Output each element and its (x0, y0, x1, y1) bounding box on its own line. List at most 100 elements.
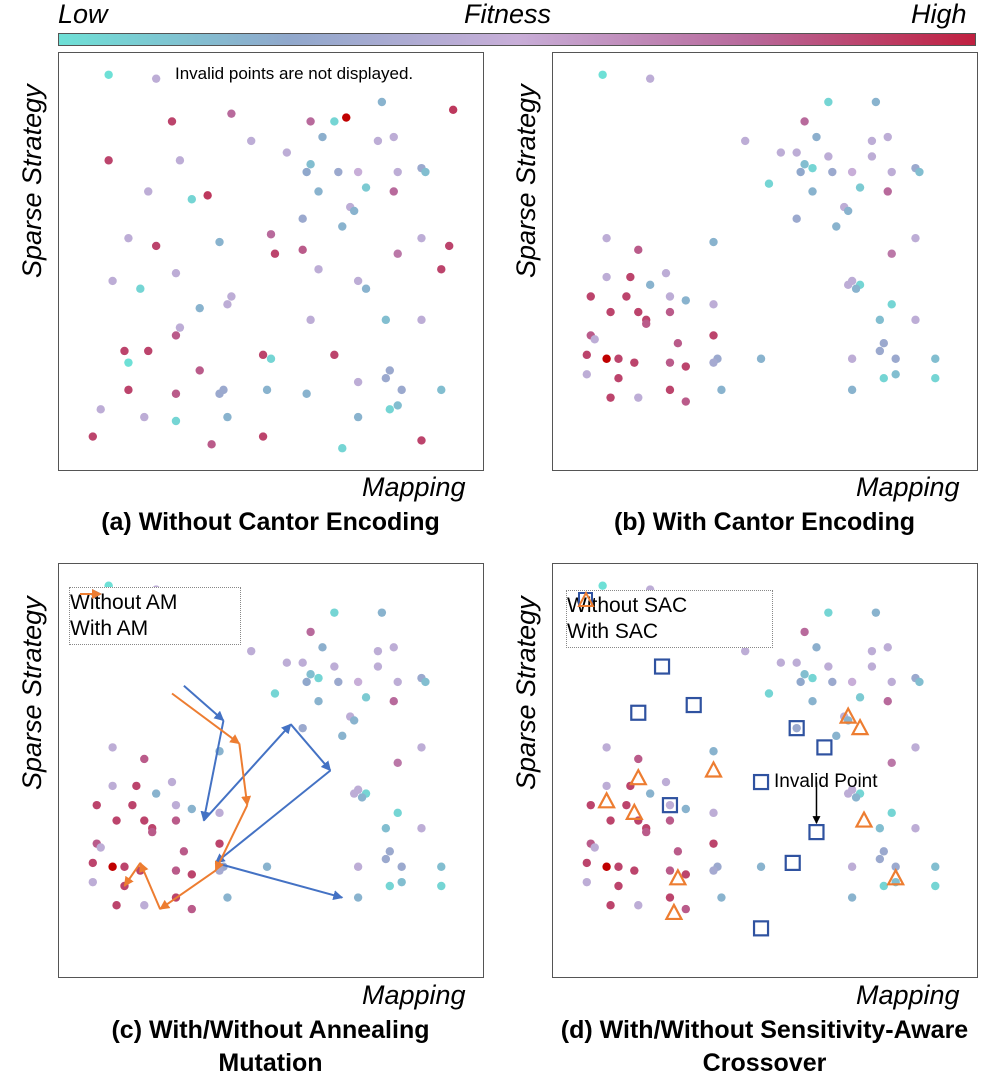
scatter-point (891, 370, 900, 379)
scatter-point (598, 581, 607, 590)
scatter-point (931, 374, 940, 383)
scatter-point (764, 179, 774, 188)
scatter-point (630, 866, 639, 875)
scatter-point (824, 152, 833, 161)
scatter-point (393, 167, 402, 177)
scatter-point (298, 723, 307, 733)
scatter-point (582, 370, 591, 379)
scatter-point (709, 866, 718, 875)
scatter-point (681, 362, 690, 371)
scatter-point (417, 233, 426, 243)
scatter-point (381, 824, 391, 833)
scatter-point (338, 222, 347, 231)
scatter-point (357, 793, 367, 802)
panel-d-caption-line2: Crossover (702, 1049, 827, 1077)
scatter-point (709, 358, 718, 367)
scatter-point (112, 901, 121, 910)
scatter-point (171, 416, 181, 426)
scatter-point (215, 808, 224, 818)
scatter-point (349, 716, 359, 725)
scatter-point (353, 893, 363, 902)
panel-b-plot (552, 52, 978, 471)
scatter-point (879, 374, 888, 383)
scatter-point (302, 389, 311, 398)
colorbar-low-label: Low (58, 0, 108, 29)
scatter-point (389, 187, 398, 196)
scatter-point (151, 789, 161, 798)
scatter-point (800, 627, 809, 637)
with-am-arrow (171, 692, 241, 745)
scatter-point (306, 627, 315, 637)
scatter-point (709, 839, 718, 848)
scatter-point (120, 862, 129, 871)
scatter-point (151, 74, 161, 83)
scatter-point (314, 697, 323, 706)
scatter-point (824, 608, 833, 617)
panel-c-ylabel: Sparse Strategy (17, 596, 47, 790)
scatter-point (171, 816, 181, 825)
scatter-point (586, 800, 595, 810)
with-am-arrow (159, 869, 217, 910)
with-am-arrow (123, 862, 142, 887)
scatter-point (381, 315, 391, 325)
scatter-point (393, 677, 402, 687)
legend-label-without-sac: Without SAC (567, 594, 688, 617)
scatter-point (373, 662, 383, 671)
without-sac-marker (661, 797, 679, 814)
panel-c-xlabel: Mapping (362, 980, 466, 1010)
scatter-point (681, 870, 690, 879)
scatter-point (808, 163, 817, 173)
scatter-point (931, 881, 940, 891)
panel-c-plot: Without AM With AM (58, 563, 484, 978)
scatter-point (665, 800, 675, 810)
scatter-point (875, 346, 885, 356)
scatter-point (883, 132, 892, 142)
scatter-point (215, 839, 224, 848)
scatter-point (586, 292, 595, 301)
scatter-point (393, 249, 402, 258)
scatter-point (421, 167, 430, 177)
scatter-point (306, 160, 315, 169)
scatter-point (385, 881, 394, 891)
scatter-point (626, 272, 635, 282)
scatter-point (298, 245, 307, 255)
scatter-point (709, 237, 718, 247)
scatter-point (437, 385, 446, 395)
scatter-point (195, 366, 204, 375)
scatter-point (349, 789, 359, 798)
scatter-point (645, 789, 655, 798)
scatter-point (132, 781, 141, 791)
with-sac-marker (597, 790, 616, 809)
scatter-point (314, 265, 323, 274)
scatter-point (381, 374, 391, 383)
with-am-arrow (139, 861, 162, 910)
scatter-point (302, 677, 311, 687)
scatter-point (661, 777, 671, 787)
scatter-point (756, 354, 766, 363)
scatter-point (318, 132, 327, 142)
scatter-point (832, 222, 841, 231)
scatter-point (353, 276, 363, 286)
legend-label-with-sac: With SAC (567, 620, 659, 643)
with-sac-marker (886, 867, 906, 886)
without-am-arrow (215, 861, 344, 900)
scatter-point (871, 608, 881, 617)
scatter-point (808, 673, 817, 683)
panel-b-svg (582, 70, 940, 406)
panel-a-xlabel: Mapping (362, 472, 466, 502)
orange-arrow-icon (80, 589, 102, 599)
scatter-point (219, 385, 228, 395)
scatter-point (393, 758, 402, 767)
scatter-point (796, 167, 805, 177)
scatter-point (88, 432, 97, 441)
scatter-point (602, 781, 611, 791)
scatter-point (879, 881, 888, 891)
scatter-point (88, 858, 97, 868)
with-sac-marker (850, 717, 870, 736)
scatter-point (590, 335, 599, 344)
scatter-point (665, 893, 675, 902)
scatter-point (437, 265, 446, 274)
scatter-point (124, 385, 133, 395)
panel-a-ylabel: Sparse Strategy (17, 84, 47, 278)
panel-c-caption: (c) With/Without Annealing Mutation (48, 1014, 493, 1080)
